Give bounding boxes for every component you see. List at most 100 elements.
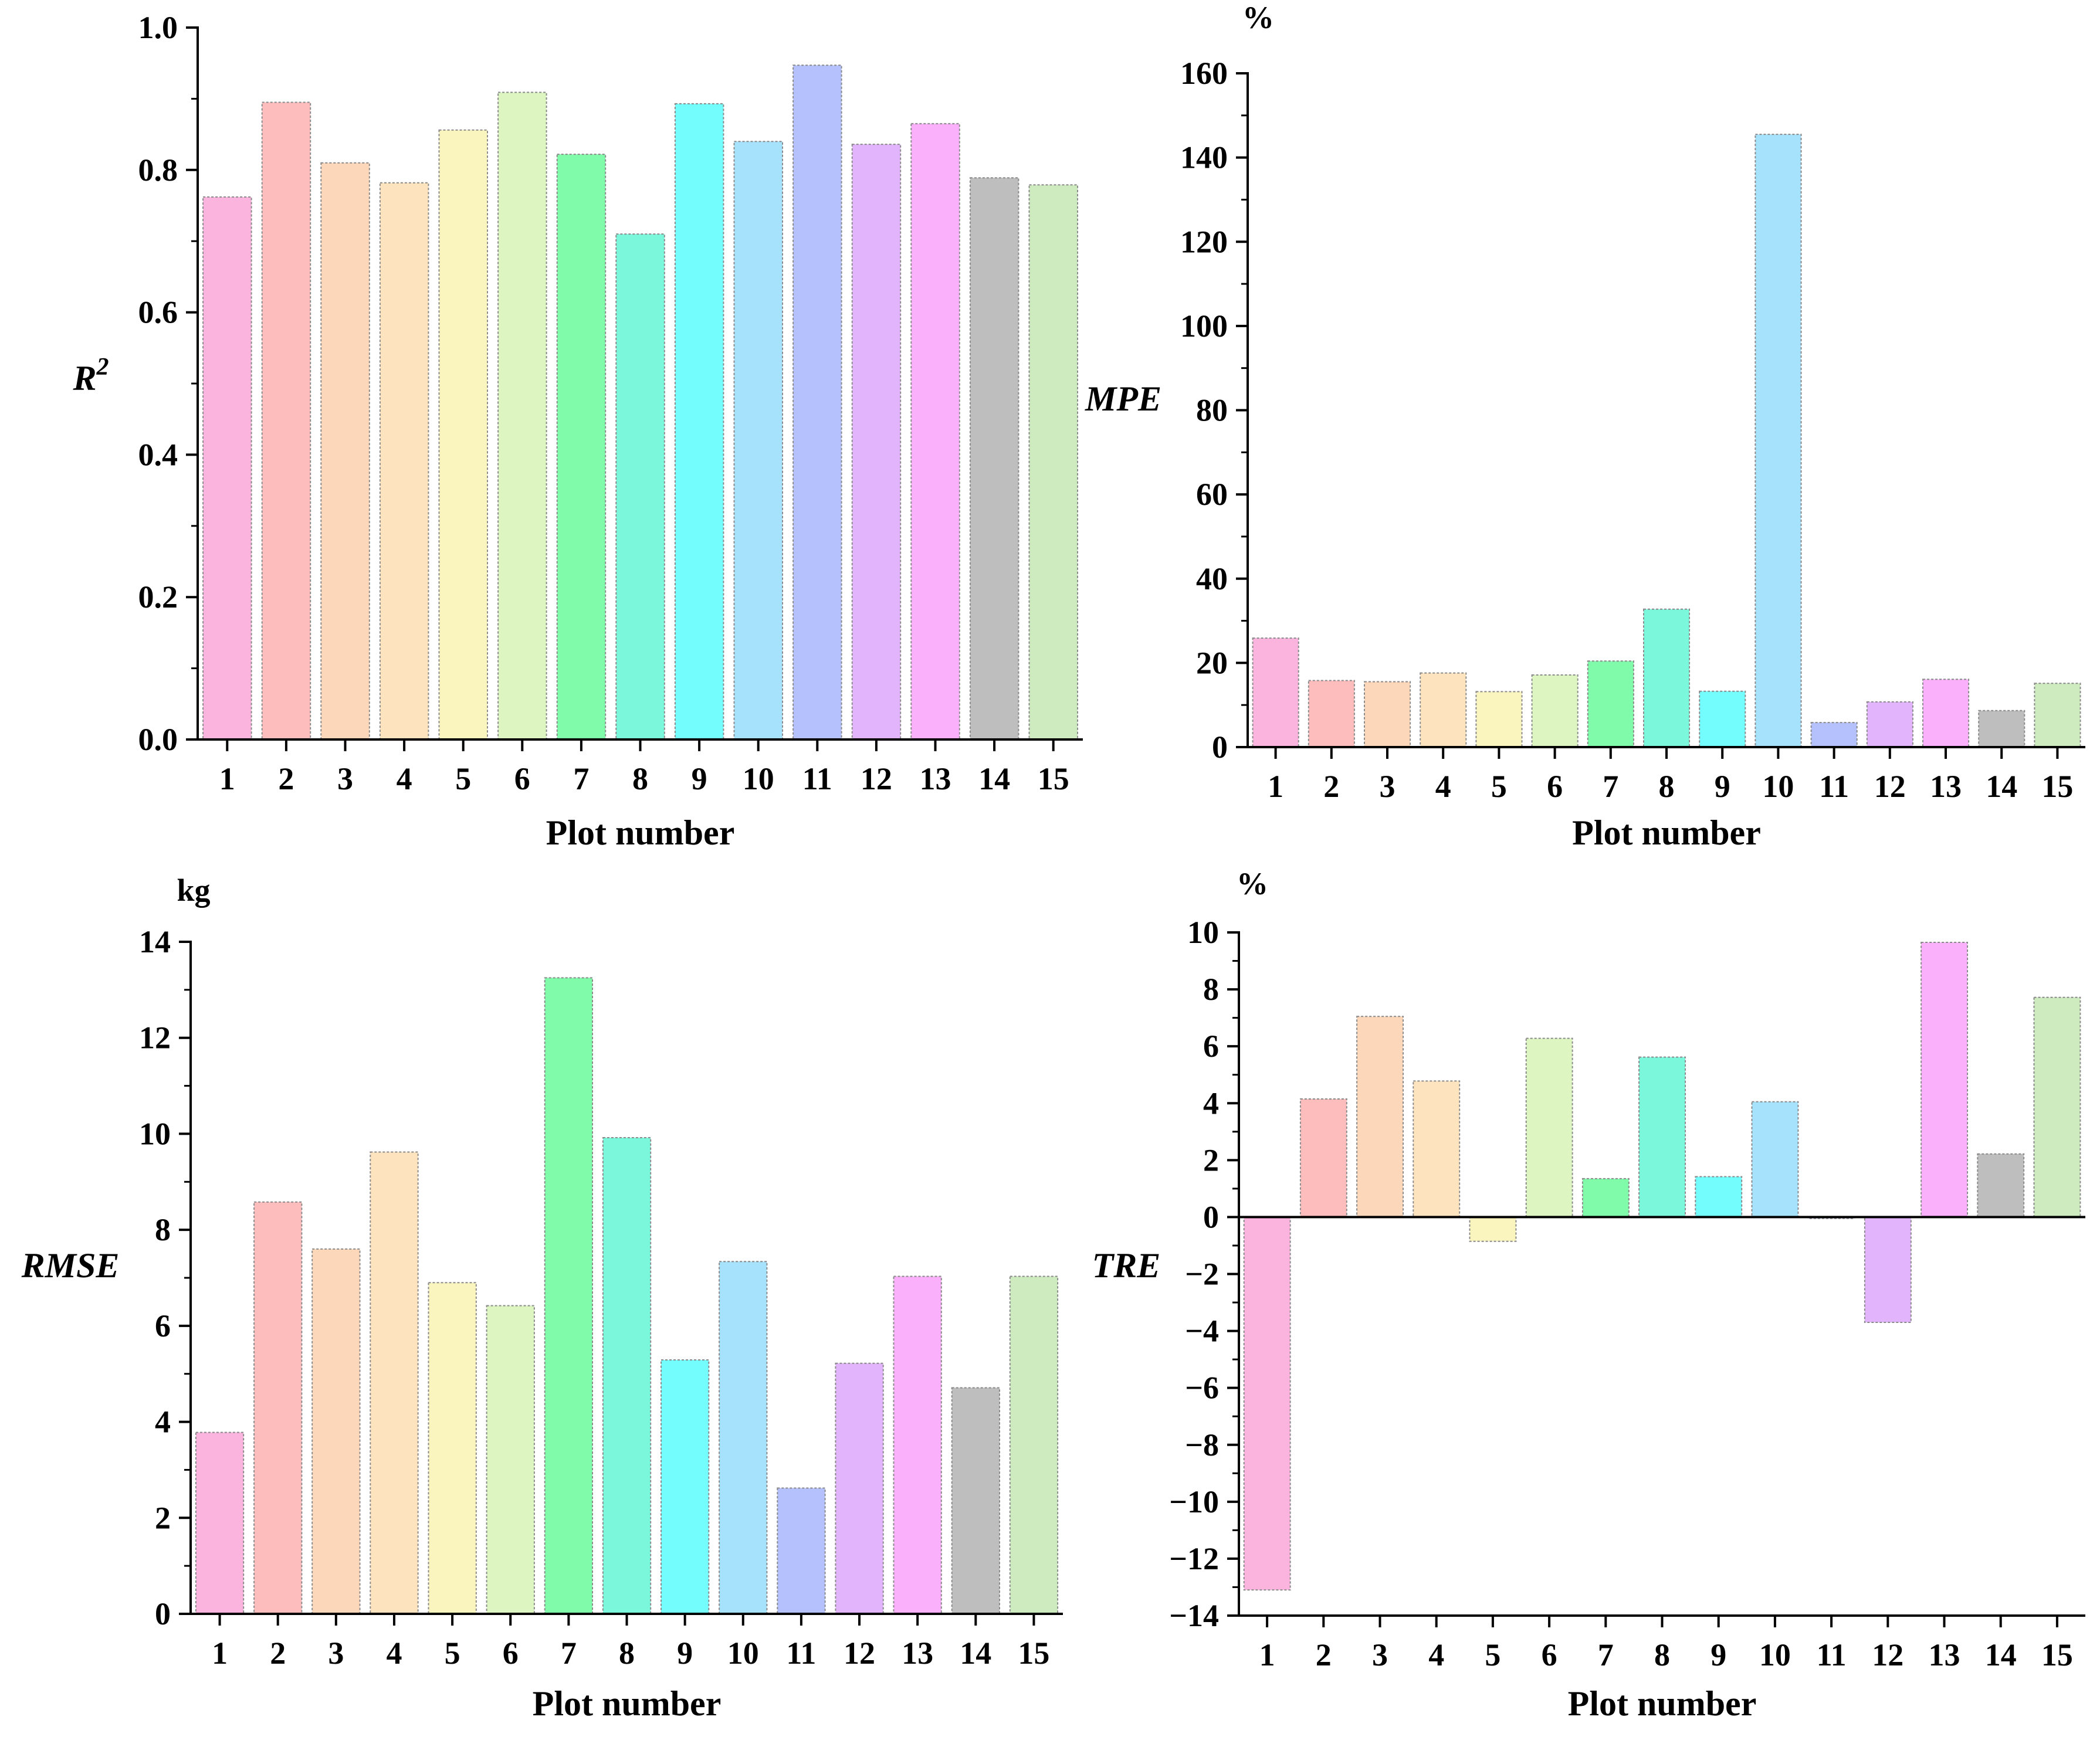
x-tick-label: 11 — [1817, 1637, 1847, 1672]
x-tick-label: 2 — [1316, 1637, 1332, 1672]
bar-9 — [1695, 1176, 1743, 1218]
x-tick-label: 6 — [1542, 1637, 1557, 1672]
x-tick-label: 8 — [1659, 769, 1675, 804]
bar-12 — [1864, 1216, 1912, 1323]
x-tick-label: 12 — [861, 761, 892, 796]
bar-8 — [1638, 1056, 1686, 1218]
x-tick-label: 4 — [1428, 1637, 1444, 1672]
x-tick-label: 13 — [902, 1636, 933, 1671]
bar-15 — [2033, 996, 2081, 1218]
x-tick-label: 7 — [573, 761, 589, 796]
bar-10 — [719, 1261, 768, 1614]
bar-13 — [910, 123, 960, 740]
bar-11 — [777, 1487, 826, 1614]
bar-9 — [674, 103, 724, 740]
x-tick-label: 1 — [1268, 769, 1283, 804]
bar-7 — [556, 154, 607, 741]
bar-7 — [544, 977, 594, 1614]
bar-14 — [1977, 1153, 2025, 1218]
bar-15 — [2034, 683, 2081, 748]
y-tick-label: 10 — [1187, 915, 1219, 950]
x-tick-label: 1 — [212, 1636, 228, 1671]
x-tick-label: 9 — [677, 1636, 693, 1671]
x-tick-label: 14 — [960, 1636, 991, 1671]
x-tick-label: 15 — [1038, 761, 1069, 796]
x-tick-label: 15 — [1018, 1636, 1049, 1671]
y-tick-label: −2 — [1185, 1257, 1219, 1292]
y-tick-label: 12 — [139, 1020, 171, 1056]
x-tick-label: 11 — [1819, 769, 1849, 804]
x-tick-label: 10 — [727, 1636, 759, 1671]
x-tick-label: 8 — [1654, 1637, 1670, 1672]
x-tick-label: 13 — [1929, 1637, 1960, 1672]
bar-13 — [1921, 942, 1969, 1218]
bar-3 — [1364, 681, 1411, 748]
bar-7 — [1581, 1178, 1630, 1218]
y-tick-label: −4 — [1185, 1314, 1219, 1349]
x-tick-label: 3 — [328, 1636, 344, 1671]
x-tick-label: 3 — [1380, 769, 1396, 804]
x-tick-label: 5 — [445, 1636, 460, 1671]
y-tick-label: 0.4 — [138, 437, 178, 472]
y-tick-label: 0 — [155, 1596, 171, 1631]
bar-2 — [1299, 1098, 1347, 1218]
x-tick-label: 6 — [514, 761, 530, 796]
y-tick-label: 14 — [139, 924, 171, 959]
bar-2 — [1308, 680, 1355, 748]
bar-6 — [1531, 674, 1579, 748]
y-tick-label: 80 — [1196, 393, 1228, 428]
x-tick-label: 13 — [1930, 769, 1962, 804]
y-tick-label: −10 — [1169, 1484, 1219, 1519]
x-tick-label: 7 — [1603, 769, 1618, 804]
x-tick-label: 7 — [561, 1636, 577, 1671]
y-tick-label: 8 — [1203, 972, 1219, 1007]
y-tick-label: 0.6 — [138, 295, 178, 330]
x-tick-label: 7 — [1598, 1637, 1614, 1672]
chart-panel-1: 0.00.20.40.60.81.01 2 3 4 5 6 7 8 9 10 11 12 13 14 15P… — [72, 10, 1083, 852]
bar-4 — [370, 1151, 419, 1614]
x-tick-label: 4 — [397, 761, 412, 796]
x-tick-label: 10 — [1762, 769, 1794, 804]
bar-6 — [497, 91, 547, 740]
x-tick-label: 8 — [619, 1636, 635, 1671]
x-tick-label: 9 — [1711, 1637, 1726, 1672]
bar-14 — [969, 177, 1019, 740]
bar-3 — [320, 162, 370, 740]
y-tick-label: 140 — [1180, 140, 1228, 175]
bar-10 — [1751, 1101, 1799, 1218]
x-tick-label: 2 — [270, 1636, 286, 1671]
x-tick-label: 1 — [219, 761, 235, 796]
bar-1 — [1252, 637, 1299, 748]
y-tick-label: 4 — [1203, 1085, 1219, 1121]
y-tick-label: 1.0 — [138, 10, 178, 45]
y-axis-title: R2 — [72, 354, 109, 398]
y-tick-label: 2 — [1203, 1142, 1219, 1178]
x-tick-label: 6 — [503, 1636, 519, 1671]
x-tick-label: 14 — [1985, 1637, 2017, 1672]
y-tick-label: −14 — [1169, 1598, 1219, 1633]
x-tick-label: 12 — [1872, 1637, 1903, 1672]
bar-15 — [1028, 184, 1078, 740]
x-tick-label: 4 — [1435, 769, 1451, 804]
x-tick-label: 15 — [2041, 1637, 2073, 1672]
bar-5 — [1469, 1216, 1517, 1242]
x-tick-label: 14 — [978, 761, 1010, 796]
bar-12 — [1866, 701, 1913, 748]
y-tick-label: 120 — [1180, 224, 1228, 259]
bar-5 — [438, 129, 488, 740]
y-tick-label: 6 — [1203, 1029, 1219, 1064]
x-tick-label: 11 — [786, 1636, 816, 1671]
x-tick-label: 8 — [632, 761, 648, 796]
bar-9 — [661, 1359, 710, 1614]
y-tick-label: 0 — [1203, 1199, 1219, 1234]
x-axis-title: Plot number — [1568, 1684, 1757, 1723]
y-tick-label: −8 — [1185, 1427, 1219, 1463]
bar-15 — [1009, 1275, 1059, 1614]
y-tick-label: 0.2 — [138, 579, 178, 615]
y-tick-label: 100 — [1180, 308, 1228, 344]
bar-8 — [602, 1137, 652, 1614]
bar-12 — [851, 144, 902, 741]
y-tick-label: 160 — [1180, 56, 1228, 91]
bar-6 — [486, 1305, 535, 1614]
y-tick-label: 0 — [1212, 730, 1228, 765]
